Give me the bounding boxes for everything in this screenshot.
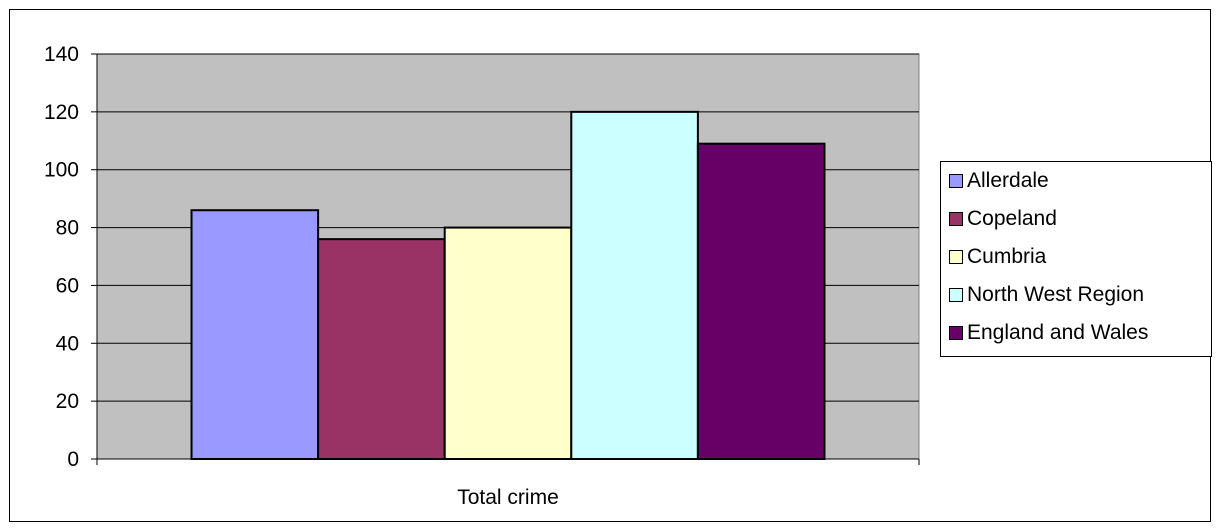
bar-england-and-wales bbox=[696, 142, 826, 461]
legend-item: Cumbria bbox=[949, 240, 1046, 274]
legend-swatch bbox=[949, 174, 963, 188]
y-axis-ticks: 0 20 40 60 80 100 120 140 bbox=[44, 43, 97, 471]
bar-copeland bbox=[317, 238, 446, 460]
y-tick-label: 60 bbox=[56, 274, 79, 297]
y-tick-label: 40 bbox=[56, 332, 79, 355]
bar-cumbria bbox=[443, 226, 573, 460]
y-tick-label: 100 bbox=[44, 159, 79, 182]
axes bbox=[96, 54, 920, 465]
legend-item: Copeland bbox=[949, 202, 1057, 236]
bars bbox=[190, 110, 826, 461]
legend-item: England and Wales bbox=[949, 316, 1148, 350]
legend-label: North West Region bbox=[967, 283, 1145, 306]
legend-swatch bbox=[949, 326, 963, 340]
legend-swatch bbox=[949, 288, 963, 302]
legend-label: Allerdale bbox=[967, 169, 1049, 192]
y-tick-label: 20 bbox=[56, 390, 79, 413]
legend-swatch bbox=[949, 250, 963, 264]
y-tick-label: 0 bbox=[67, 448, 79, 471]
y-tick-label: 120 bbox=[44, 101, 79, 124]
x-category-label: Total crime bbox=[457, 486, 559, 509]
y-tick-label: 80 bbox=[56, 217, 79, 240]
legend-item: North West Region bbox=[949, 278, 1144, 312]
legend-label: Cumbria bbox=[967, 245, 1047, 268]
bar-allerdale bbox=[190, 209, 320, 460]
legend-item: Allerdale bbox=[949, 164, 1049, 198]
legend-swatch bbox=[949, 212, 963, 226]
legend: Allerdale Copeland Cumbria North West Re… bbox=[940, 161, 1212, 357]
legend-label: Copeland bbox=[967, 207, 1057, 230]
bar-north-west-region bbox=[570, 110, 699, 460]
y-tick-label: 140 bbox=[44, 43, 79, 66]
legend-label: England and Wales bbox=[967, 321, 1149, 344]
